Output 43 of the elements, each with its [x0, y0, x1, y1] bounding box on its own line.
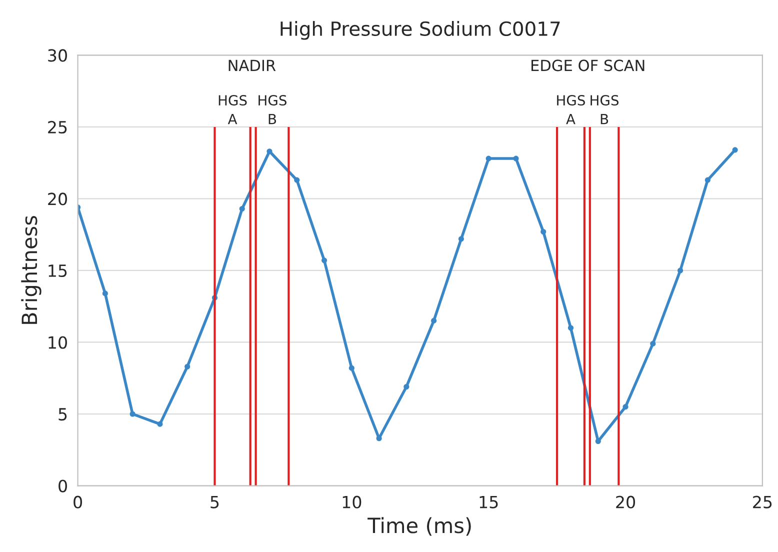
y-tick-label: 15: [48, 264, 67, 278]
y-tick-label: 5: [58, 408, 67, 421]
x-tick-label: 15: [480, 496, 498, 508]
point: [102, 290, 108, 296]
point: [130, 411, 136, 417]
point: [513, 156, 519, 162]
y-tick-label: 10: [48, 336, 67, 349]
point: [294, 177, 300, 183]
x-tick-label: 25: [753, 496, 772, 508]
point: [458, 236, 464, 242]
annotation: EDGE OF SCAN: [532, 60, 644, 72]
ref-line-label: HGS A: [218, 95, 247, 124]
y-tick-label: 0: [58, 480, 67, 492]
x-tick-label: 0: [74, 496, 82, 508]
ref-line-label: HGS B: [590, 95, 619, 124]
x-tick-label: 20: [616, 496, 636, 508]
chart-title: High Pressure Sodium C0017: [280, 20, 560, 40]
point: [568, 325, 574, 331]
point: [348, 365, 354, 371]
point: [622, 404, 628, 410]
point: [266, 148, 272, 154]
point: [486, 156, 492, 162]
point: [732, 147, 738, 153]
x-axis-title: Time (ms): [368, 517, 471, 536]
point: [704, 177, 710, 183]
x-tick-label: 5: [210, 496, 219, 508]
y-tick-label: 25: [48, 120, 67, 134]
y-tick-label: 20: [48, 192, 67, 206]
point: [184, 364, 190, 370]
x-tick-label: 10: [342, 496, 362, 508]
point: [540, 228, 546, 235]
point: [157, 421, 163, 427]
point: [404, 384, 410, 390]
y-axis-title: Brightness: [21, 216, 42, 324]
ref-line-label: HGS A: [557, 95, 585, 124]
annotation: NADIR: [228, 60, 276, 72]
ref-line-label: HGS B: [258, 95, 286, 124]
point: [650, 340, 656, 346]
point: [239, 206, 245, 212]
point: [678, 268, 684, 274]
point: [431, 318, 437, 324]
y-tick-label: 30: [48, 49, 67, 62]
point: [321, 258, 328, 264]
